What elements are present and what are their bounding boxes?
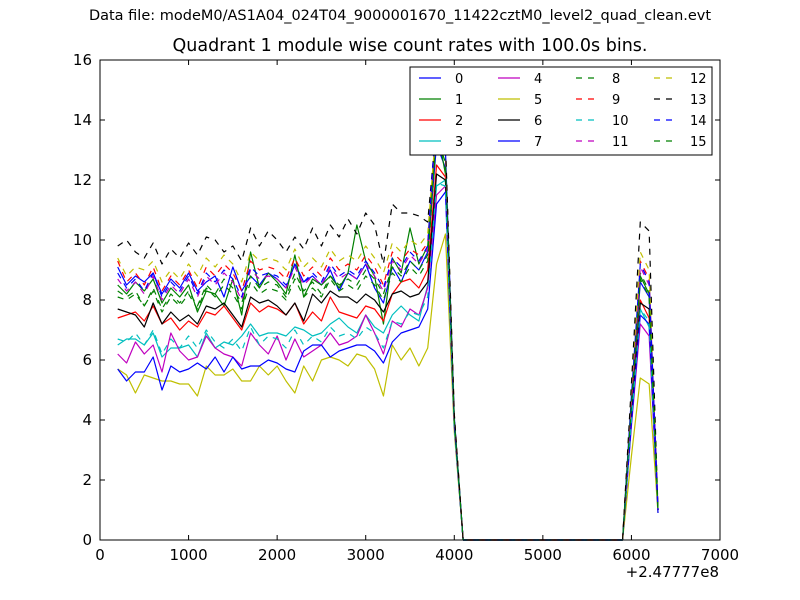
y-tick-label: 0: [82, 531, 92, 549]
legend-label-14: 14: [690, 114, 707, 129]
y-tick-label: 10: [73, 231, 92, 249]
series-line-12: [117, 119, 659, 541]
legend-label-8: 8: [612, 72, 620, 87]
series-line-7: [117, 191, 659, 541]
y-tick-label: 16: [73, 51, 92, 69]
series-line-14: [117, 107, 659, 541]
x-tick-label: 6000: [612, 546, 650, 564]
figure-suptitle: Data file: modeM0/AS1A04_024T04_90000016…: [88, 8, 712, 24]
y-tick-label: 12: [73, 171, 92, 189]
legend-label-13: 13: [690, 93, 707, 108]
legend-label-9: 9: [612, 93, 620, 108]
x-tick-label: 3000: [347, 546, 385, 564]
series-line-8: [117, 131, 659, 541]
legend-label-6: 6: [534, 114, 542, 129]
legend-label-2: 2: [455, 114, 463, 129]
y-tick-label: 6: [82, 351, 92, 369]
series-line-13: [117, 122, 659, 541]
y-tick-label: 4: [82, 411, 92, 429]
y-tick-label: 8: [82, 291, 92, 309]
legend-label-7: 7: [534, 135, 542, 150]
legend-label-1: 1: [455, 93, 463, 108]
series-line-4: [117, 185, 659, 541]
series-line-0: [117, 143, 659, 541]
x-tick-label: 7000: [701, 546, 739, 564]
legend-label-15: 15: [690, 135, 707, 150]
legend-label-11: 11: [612, 135, 629, 150]
series-line-1: [117, 125, 659, 541]
legend-label-5: 5: [534, 93, 542, 108]
legend-label-3: 3: [455, 135, 463, 150]
chart-title: Quadrant 1 module wise count rates with …: [172, 36, 648, 56]
legend-label-0: 0: [455, 72, 463, 87]
legend-label-10: 10: [612, 114, 629, 129]
x-tick-label: 2000: [258, 546, 296, 564]
x-tick-label: 4000: [435, 546, 473, 564]
legend-label-4: 4: [534, 72, 542, 87]
x-tick-label: 0: [95, 546, 105, 564]
series-line-10: [117, 182, 659, 541]
y-tick-label: 2: [82, 471, 92, 489]
x-tick-label: 1000: [169, 546, 207, 564]
y-tick-label: 14: [73, 111, 92, 129]
x-tick-label: 5000: [524, 546, 562, 564]
series-line-15: [117, 137, 659, 541]
legend-label-12: 12: [690, 72, 707, 87]
series-layer: [117, 107, 659, 541]
series-line-9: [117, 116, 659, 541]
legend-box: [409, 66, 713, 156]
x-offset-label: +2.47777e8: [626, 563, 719, 581]
series-line-6: [117, 173, 659, 541]
axis-ticks: 0 1000 2000 3000 4000 5000 6000 700002468101214…: [73, 51, 739, 564]
